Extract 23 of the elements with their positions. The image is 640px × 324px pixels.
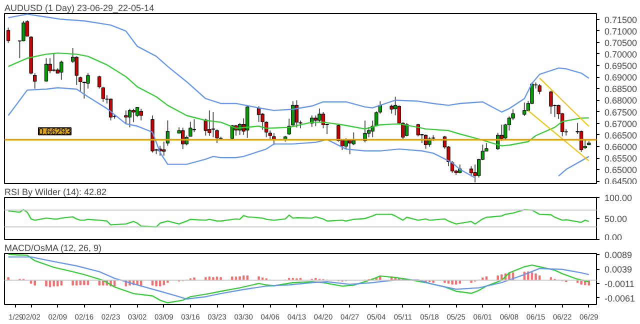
y-tick-label: 0.67500 bbox=[604, 107, 638, 118]
y-tick-label: 0.69500 bbox=[604, 61, 638, 72]
y-tick-label: 50.00 bbox=[604, 214, 628, 224]
chart-title: MACD/OsMA (12, 26, 9) bbox=[4, 243, 102, 253]
y-tick-label: 100.00 bbox=[604, 193, 632, 203]
y-tick-label: 0.66500 bbox=[604, 130, 638, 140]
y-tick-label: -0.0011 bbox=[604, 278, 634, 289]
y-tick-label: 0.0039 bbox=[604, 264, 632, 275]
y-tick-label: -0.0061 bbox=[604, 293, 636, 304]
y-tick-label: 0.67000 bbox=[604, 118, 638, 129]
y-tick-label: 0.0089 bbox=[604, 250, 632, 260]
y-tick-label: 0.66000 bbox=[604, 142, 638, 152]
chart-title: RSI By Wilder (14): 42.82 bbox=[4, 187, 107, 197]
y-tick-label: 0.65000 bbox=[604, 165, 638, 176]
y-tick-label: 0.71500 bbox=[604, 14, 638, 25]
y-tick-label: 0.71000 bbox=[604, 26, 638, 36]
y-tick-label: 0.70500 bbox=[604, 38, 638, 48]
y-tick-label: 0.69000 bbox=[604, 72, 638, 83]
chart-title: AUDUSD (1 Day) 23-06-29_22-05-14 bbox=[4, 3, 154, 13]
y-tick-label: 0.68500 bbox=[604, 84, 638, 94]
y-tick-label: 0.70000 bbox=[604, 49, 638, 60]
y-tick-label: 0.65500 bbox=[604, 154, 638, 164]
y-tick-label: 0.68000 bbox=[604, 96, 638, 106]
